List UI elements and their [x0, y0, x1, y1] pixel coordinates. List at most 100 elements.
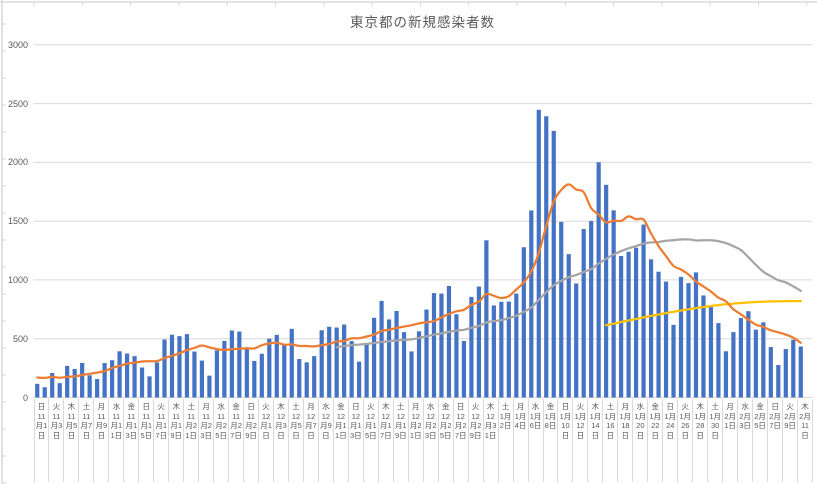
x-label-weekday: 水 — [531, 402, 540, 411]
x-axis-end-tick — [812, 399, 813, 482]
bar — [499, 301, 504, 398]
bar — [42, 387, 47, 398]
x-axis-label: 日 1月10日 — [557, 399, 572, 482]
x-axis-label: 日 12月27日 — [452, 399, 468, 482]
bar — [461, 340, 467, 398]
bar — [424, 309, 429, 398]
x-label-date: 12月1日 — [260, 411, 272, 440]
x-label-weekday: 日 — [37, 402, 46, 411]
x-label-weekday: 日 — [247, 402, 255, 411]
bar — [124, 353, 130, 398]
x-label-date: 1月14日 — [589, 411, 602, 440]
bar — [169, 334, 175, 398]
x-label-weekday: 金 — [232, 402, 240, 411]
bar — [491, 305, 496, 398]
x-label-date: 11月3日 — [50, 411, 63, 440]
x-label-date: 12月29日 — [469, 411, 482, 440]
x-label-date: 1月10日 — [559, 411, 572, 440]
bar — [252, 360, 257, 398]
bar — [319, 330, 324, 398]
y-axis-tick-label: 2000 — [7, 157, 28, 168]
x-label-date: 1月12日 — [574, 411, 587, 440]
bar — [611, 210, 616, 398]
x-axis-label: 日 12月13日 — [347, 399, 363, 482]
bar — [484, 240, 489, 398]
x-axis-label: 金 1月22日 — [647, 399, 662, 482]
x-label-weekday: 土 — [501, 402, 510, 411]
bar — [80, 362, 85, 398]
x-label-date: 1月22日 — [649, 411, 662, 440]
x-label-date: 11月9日 — [95, 411, 108, 440]
bar — [401, 332, 407, 398]
x-label-weekday: 日 — [666, 402, 675, 411]
x-label-date: 1月26日 — [679, 411, 692, 440]
x-label-weekday: 月 — [97, 402, 106, 411]
x-label-weekday: 火 — [52, 402, 61, 411]
x-label-date: 2月1日 — [724, 411, 736, 431]
bar — [723, 351, 729, 398]
bar — [207, 375, 212, 398]
x-axis-label: 月 2月1日 — [722, 399, 737, 482]
bar — [57, 383, 62, 398]
bar — [87, 375, 92, 398]
x-label-date: 1月6日 — [529, 411, 542, 431]
x-label-date: 11月15日 — [140, 411, 153, 440]
bar — [416, 331, 422, 398]
x-axis-label: 木 11月5日 — [63, 399, 78, 482]
bar — [514, 293, 519, 398]
chart-title[interactable]: 東京都の新規感染者数 — [350, 15, 495, 30]
x-label-date: 12月11日 — [335, 411, 347, 440]
x-label-weekday: 日 — [352, 402, 360, 411]
x-label-weekday: 土 — [711, 402, 719, 411]
y-axis-tick-label: 2500 — [7, 98, 28, 109]
x-label-weekday: 火 — [786, 402, 794, 411]
x-axis-label: 日 11月15日 — [138, 399, 153, 482]
x-label-weekday: 月 — [202, 402, 210, 411]
x-label-weekday: 金 — [756, 402, 764, 411]
x-label-date: 12月7日 — [305, 411, 317, 440]
bar — [589, 220, 594, 398]
bar — [229, 330, 234, 398]
x-axis-label: 水 2月3日 — [737, 399, 752, 482]
x-label-date: 12月23日 — [424, 411, 437, 440]
bar — [65, 365, 70, 398]
x-label-date: 11月1日 — [35, 411, 48, 440]
x-label-weekday: 日 — [561, 402, 570, 411]
bar — [798, 346, 803, 398]
x-label-weekday: 水 — [426, 402, 435, 411]
x-axis-label: 金 11月13日 — [123, 399, 138, 482]
x-label-date: 11月11日 — [110, 411, 123, 440]
x-axis-label: 木 1月14日 — [587, 399, 602, 482]
x-label-date: 1月4日 — [514, 411, 527, 431]
x-axis-label: 木 12月3日 — [273, 399, 288, 482]
x-label-weekday: 火 — [576, 402, 585, 411]
line-gray-28day-average — [335, 238, 802, 349]
x-label-weekday: 月 — [726, 402, 734, 411]
x-axis-label: 火 2月9日 — [782, 399, 797, 482]
x-label-date: 1月20日 — [634, 411, 647, 440]
x-label-date: 12月21日 — [409, 411, 422, 440]
x-label-date: 1月16日 — [604, 411, 617, 440]
x-label-date: 12月9日 — [320, 411, 332, 440]
x-axis-label: 月 12月21日 — [407, 399, 423, 482]
bar — [72, 369, 77, 398]
x-label-date: 1月30日 — [709, 411, 721, 440]
x-label-weekday: 水 — [636, 402, 645, 411]
x-label-date: 12月19日 — [394, 411, 407, 440]
bar — [357, 361, 362, 398]
bar — [50, 372, 55, 398]
x-axis-label: 月 11月23日 — [198, 399, 213, 482]
bar — [768, 347, 773, 398]
bar — [282, 344, 287, 398]
x-label-date: 1月8日 — [544, 411, 557, 431]
x-axis-label: 月 11月9日 — [93, 399, 108, 482]
bar — [746, 311, 751, 398]
x-label-weekday: 土 — [606, 402, 615, 411]
bar — [656, 271, 661, 398]
bar — [686, 283, 691, 398]
bar — [102, 363, 107, 398]
bar — [581, 229, 586, 398]
x-label-weekday: 土 — [397, 402, 405, 411]
